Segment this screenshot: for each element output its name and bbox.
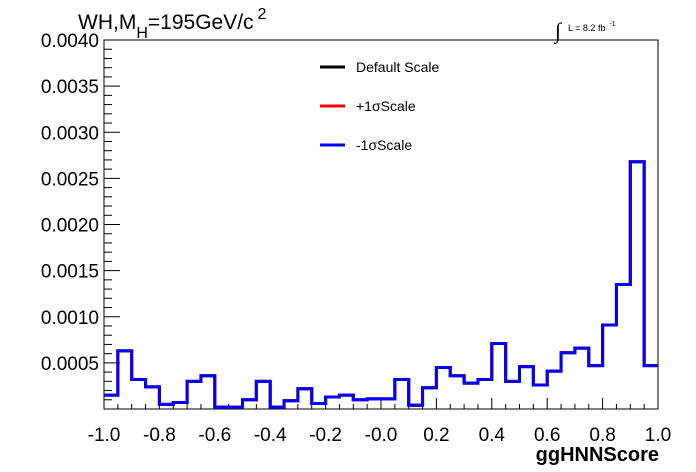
histogram-series-2: [104, 160, 658, 409]
y-tick-label: 0.0020: [41, 216, 99, 237]
title-main: WH,M: [78, 11, 136, 34]
lumi-integral: ∫: [553, 18, 563, 44]
x-tick-label: 0.4: [479, 425, 506, 446]
lumi-superscript: -1: [609, 21, 615, 28]
y-tick-label: 0.0025: [41, 169, 99, 190]
y-tick-label: 0.0010: [41, 308, 99, 329]
x-tick-label: -0.8: [143, 425, 176, 446]
x-tick-label: -0.6: [198, 425, 231, 446]
y-tick-label: 0.0040: [41, 31, 99, 52]
legend: Default Scale +1σScale -1σScale: [320, 59, 439, 153]
y-tick-label: 0.0035: [41, 77, 99, 98]
legend-label-minus: -1σScale: [356, 137, 412, 153]
x-tick-label: 0.2: [423, 425, 449, 446]
x-axis-label: ggHNNScore: [536, 444, 659, 466]
x-tick-label: -1.0: [88, 425, 121, 446]
x-tick-label: -0.4: [254, 425, 287, 446]
y-tick-label: 0.0030: [41, 123, 99, 144]
legend-label-default: Default Scale: [356, 59, 439, 75]
x-tick-label: 1.0: [645, 425, 671, 446]
x-tick-label: 0.6: [534, 425, 560, 446]
x-tick-label: -0.2: [309, 425, 342, 446]
y-tick-label: 0.0005: [41, 354, 99, 375]
title-superscript: 2: [258, 6, 267, 23]
x-tick-label: -0.0: [365, 425, 398, 446]
title-subscript: H: [136, 25, 148, 42]
chart-title: WH,MH=195GeV/c 2: [78, 6, 267, 42]
x-tick-label: 0.8: [589, 425, 615, 446]
axes-layer: -1.0 -0.8 -0.6 -0.4 -0.2 -0.0 0.2 0.4 0.6 0.8 1.0 0…: [41, 31, 671, 446]
histogram-series-0: [104, 160, 658, 409]
title-rest: =195GeV/c: [148, 11, 254, 34]
histogram-series-1: [104, 160, 658, 409]
series-layer: [104, 160, 658, 409]
lumi-text: L = 8.2 fb: [568, 23, 605, 33]
y-tick-label: 0.0015: [41, 262, 99, 283]
legend-label-plus: +1σScale: [356, 98, 416, 114]
lumi-label: L = 8.2 fb -1: [568, 21, 616, 33]
